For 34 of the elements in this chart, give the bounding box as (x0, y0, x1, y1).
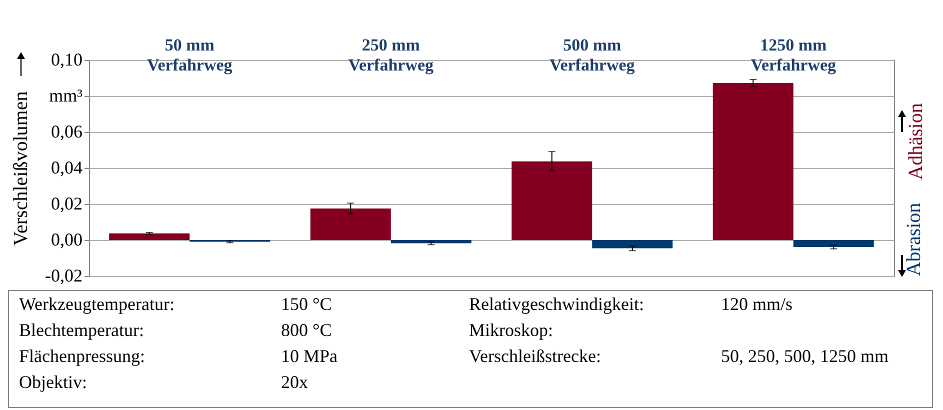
bar (109, 233, 190, 240)
text: 150 °C (281, 294, 333, 316)
bar (793, 240, 874, 248)
y-tick-label: 0,04 (51, 158, 82, 178)
text: 800 °C (281, 320, 333, 342)
text: Blechtemperatur: (19, 320, 145, 342)
bar (512, 161, 592, 240)
x-tick-label: 250 mm Verfahrweg (348, 36, 434, 74)
x-tick-label: 1250 mm Verfahrweg (750, 36, 837, 74)
text: Werkzeugtemperatur: (19, 294, 176, 316)
text: Verschleißstrecke: (469, 346, 602, 368)
x-tick-label: 50 mm Verfahrweg (146, 36, 233, 74)
text: Flächenpressung: (19, 346, 146, 368)
text: Adhäsion (904, 103, 928, 180)
y-tick-label: 0,06 (51, 122, 82, 142)
y-axis-title: Verschleißvolumen (10, 91, 32, 246)
text: 50, 250, 500, 1250 mm (721, 346, 890, 368)
x-tick-label: 500 mm Verfahrweg (549, 36, 636, 74)
bar (712, 83, 794, 240)
y-tick-label: 0,02 (51, 194, 82, 214)
text: Objektiv: (19, 372, 88, 394)
text: Mikroskop: (469, 320, 554, 342)
text: 10 MPa (281, 346, 339, 368)
bar (310, 208, 391, 240)
text: 20x (281, 372, 309, 394)
bar (390, 240, 472, 244)
y-tick-label: 0,00 (51, 230, 82, 250)
text: 120 mm/s (721, 294, 794, 316)
y-tick-label: -0,02 (45, 266, 82, 286)
y-tick-label: mm³ (49, 86, 84, 106)
text: Abrasion (903, 202, 926, 276)
text: Relativgeschwindigkeit: (469, 294, 645, 316)
bar (592, 240, 673, 248)
y-tick-label: 0,10 (51, 50, 82, 70)
